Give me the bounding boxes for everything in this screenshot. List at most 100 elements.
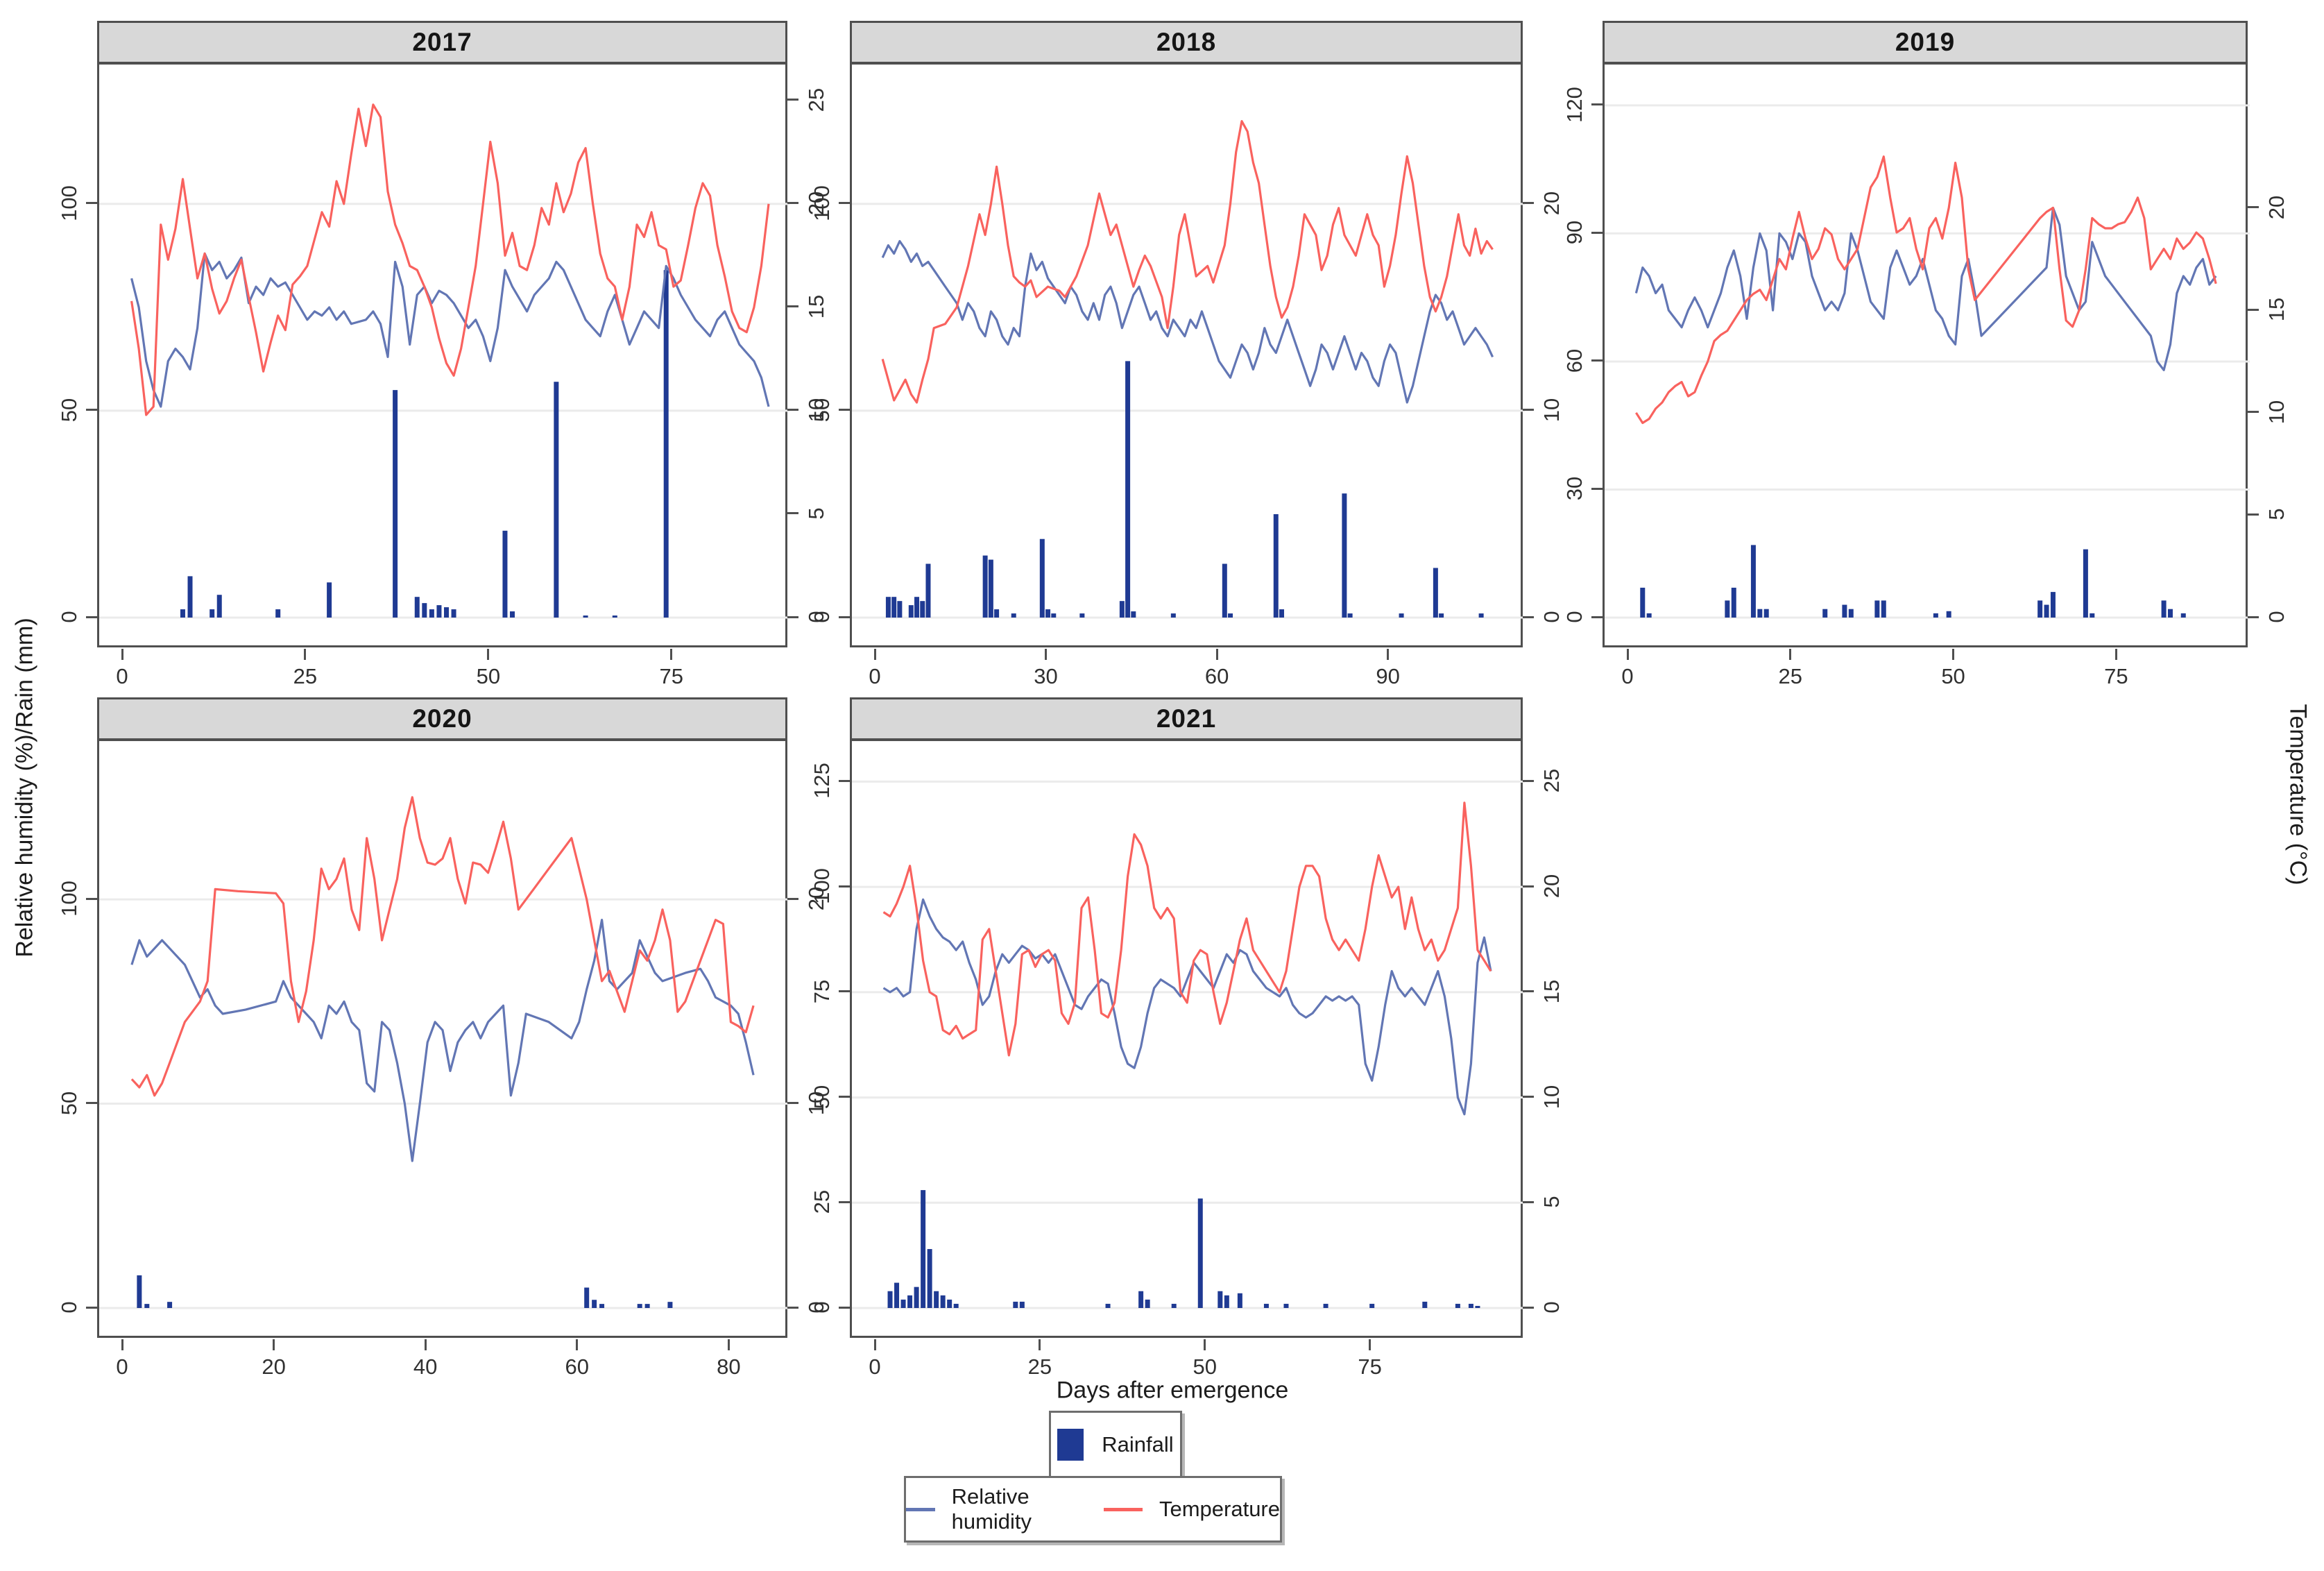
y-tick-right [1523, 779, 1534, 782]
y-tick-label-right: 20 [2264, 195, 2289, 219]
panel-2018: 2018 0 50 100 0 10 20 0 30 60 90 [810, 21, 1564, 688]
rainfall-bar [927, 1249, 932, 1308]
rainfall-bar [414, 597, 420, 618]
y-tick-label-left: 100 [810, 185, 834, 221]
y-tick-label-left: 30 [1562, 477, 1587, 501]
y-tick-left [86, 615, 97, 618]
rainfall-bar [2090, 613, 2095, 618]
rainfall-bar [897, 601, 903, 618]
chart-svg-2021 [852, 780, 1525, 1309]
rainfall-bar [1763, 609, 1769, 618]
rainfall-bar [216, 595, 222, 618]
x-tick [121, 649, 123, 660]
x-tick-label: 25 [293, 664, 318, 688]
humidity-line [882, 898, 1492, 1116]
rainfall-bar [667, 1302, 673, 1308]
rainfall-bar [422, 603, 427, 618]
y-tick-left [839, 885, 850, 888]
plot-area-2021 [850, 739, 1525, 1338]
y-tick-right [787, 409, 798, 411]
legend-rainfall-box: Rainfall [1049, 1411, 1182, 1478]
rainfall-bar [1399, 613, 1404, 618]
y-tick-right [787, 99, 798, 101]
y-tick-left [839, 1200, 850, 1203]
rainfall-bar [1170, 613, 1176, 618]
x-tick-label: 75 [2104, 664, 2128, 688]
temperature-line [882, 801, 1492, 1057]
x-tick [1789, 649, 1792, 660]
y-tick-label-left: 0 [57, 1301, 81, 1314]
y-tick-right [1523, 615, 1534, 618]
y-tick-label-right: 10 [1539, 1085, 1564, 1109]
y-tick-label-left: 0 [810, 1301, 834, 1314]
rainfall-bar [1119, 601, 1125, 618]
rainfall-bar [920, 601, 925, 618]
y-tick-right [787, 202, 798, 205]
x-tick-label: 0 [869, 1355, 881, 1379]
x-tick-label: 75 [1358, 1355, 1382, 1379]
temperature-line-icon [1103, 1507, 1143, 1511]
y-tick-left [1591, 103, 1603, 106]
rainfall-bar [934, 1291, 939, 1308]
rainfall-bar [167, 1302, 173, 1308]
x-tick-label: 0 [1621, 664, 1634, 688]
x-tick [873, 649, 876, 660]
y-tick-left [1591, 359, 1603, 362]
rainfall-bar [887, 1291, 893, 1308]
legend-rainfall-label: Rainfall [1102, 1432, 1174, 1457]
rainfall-bar [1342, 493, 1347, 618]
rainfall-bar [1013, 1301, 1018, 1308]
y-tick-label-left: 100 [810, 868, 834, 904]
y-tick-label-left: 50 [810, 398, 834, 423]
rainfall-bar [210, 609, 215, 618]
rainfall-bar [2161, 600, 2167, 618]
rainfall-bar [1125, 361, 1131, 618]
y-tick-label-right: 5 [804, 507, 828, 520]
rainfall-bar [644, 1304, 650, 1308]
rainfall-bar [1848, 609, 1854, 618]
y-tick-left [86, 897, 97, 900]
rainfall-bar [907, 1295, 913, 1308]
humidity-line [881, 239, 1494, 404]
rainfall-bar [1051, 613, 1057, 618]
chart-svg-2017 [99, 103, 789, 619]
y-tick-right [787, 305, 798, 308]
rainfall-bar [925, 563, 931, 618]
rainfall-bar [891, 597, 897, 618]
y-tick-label-left: 0 [57, 611, 81, 623]
y-tick-label-right: 15 [804, 294, 828, 319]
x-tick [1045, 649, 1048, 660]
x-tick-label: 75 [659, 664, 683, 688]
rainfall-bar [940, 1295, 946, 1308]
y-tick-right [1523, 1096, 1534, 1098]
x-tick [873, 1339, 876, 1350]
x-tick-label: 20 [262, 1355, 286, 1379]
panel-2020: 2020 0 50 100 0 10 20 0 20 40 60 80 [57, 697, 828, 1379]
rainfall-bar [1750, 545, 1756, 618]
chart-svg-2020 [99, 796, 789, 1309]
y-tick-right [1523, 1306, 1534, 1309]
rainfall-bar [144, 1304, 150, 1308]
rainfall-bar [1842, 604, 1847, 618]
x-tick [1369, 1339, 1372, 1350]
panel-header-2019: 2019 [1603, 21, 2248, 64]
y-tick-left [839, 990, 850, 993]
y-tick-label-right: 20 [1539, 874, 1564, 899]
x-tick [670, 649, 673, 660]
y-tick-left [839, 1096, 850, 1098]
humidity-line-icon [906, 1507, 935, 1511]
rainfall-bar [583, 615, 588, 618]
humidity-line [130, 919, 755, 1162]
rainfall-bar [900, 1299, 906, 1308]
y-tick-right [787, 512, 798, 515]
y-tick-right [787, 615, 798, 618]
y-tick-label-left: 100 [57, 881, 81, 917]
rainfall-bar [2050, 592, 2056, 618]
x-tick [1204, 1339, 1206, 1350]
panel-header-2018: 2018 [850, 21, 1523, 64]
rainfall-bar [1881, 600, 1886, 618]
y-tick-label-right: 15 [2264, 297, 2289, 322]
rainfall-bar [2167, 609, 2173, 618]
y-tick-right [787, 1306, 798, 1309]
plot-area-2019 [1603, 62, 2250, 647]
